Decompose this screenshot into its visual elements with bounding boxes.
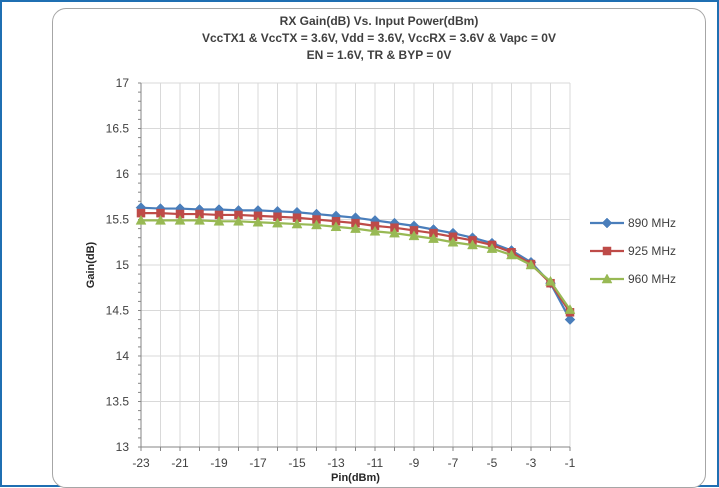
x-tick-label: -17 [249, 456, 267, 470]
chart-title: RX Gain(dB) Vs. Input Power(dBm) VccTX1 … [53, 13, 705, 64]
data-point [506, 249, 517, 260]
y-tick-label: 13.5 [106, 395, 130, 409]
y-tick-label: 13 [116, 440, 130, 454]
data-point [330, 221, 342, 232]
x-tick-label: -15 [288, 456, 306, 470]
data-point [233, 215, 244, 226]
data-point [447, 236, 459, 247]
data-point [525, 259, 537, 270]
legend-label-925: 925 MHz [628, 244, 677, 258]
legend-item-925: 925 MHz [590, 237, 700, 265]
x-tick-label: -11 [367, 456, 384, 470]
legend-label-890: 890 MHz [628, 216, 677, 230]
series-960-mhz [135, 214, 576, 314]
y-axis-title: Gain(dB) [85, 241, 97, 288]
data-point [252, 216, 264, 227]
x-axis-title: Pin(dBm) [331, 472, 380, 484]
x-tick-label: -23 [132, 456, 150, 470]
x-tick-label: -3 [526, 456, 537, 470]
grid [140, 82, 571, 448]
legend-swatch-marker [602, 246, 612, 256]
data-point [194, 214, 205, 225]
data-point [272, 217, 283, 228]
data-point [564, 314, 576, 325]
x-tick-label: -1 [565, 456, 576, 470]
data-point [350, 223, 361, 233]
x-tick-label: -19 [210, 456, 228, 470]
legend-label-960: 960 MHz [628, 272, 677, 286]
legend-item-960: 960 MHz [590, 265, 700, 293]
legend-swatch-marker [601, 217, 613, 229]
y-tick-label: 16.5 [106, 122, 130, 136]
data-point [545, 275, 556, 286]
chart-title-line-2: VccTX1 & VccTX = 3.6V, Vdd = 3.6V, VccRX… [202, 31, 556, 45]
chart-title-line-1: RX Gain(dB) Vs. Input Power(dBm) [279, 14, 479, 28]
legend-item-890: 890 MHz [590, 209, 700, 237]
y-tick-label: 15 [116, 258, 130, 272]
data-point [155, 214, 166, 225]
legend-swatch-925 [590, 246, 624, 256]
data-point [369, 225, 381, 236]
data-point [408, 230, 420, 241]
data-point [311, 219, 322, 230]
legend: 890 MHz 925 MHz 960 MHz [590, 209, 700, 293]
legend-swatch-890 [590, 217, 624, 229]
y-tick-label: 15.5 [106, 213, 130, 227]
series [135, 202, 576, 325]
y-tick-label: 17 [116, 76, 130, 90]
data-point [135, 214, 147, 225]
data-point [428, 233, 439, 243]
x-tick-label: -13 [327, 456, 345, 470]
tick-labels: -23 -21 -19 -17 -15 -13 -11 -9 -7 -5 -3 -1 13 13.5 14 1… [106, 76, 576, 470]
chart-title-line-3: EN = 1.6V, TR & BYP = 0V [306, 48, 452, 62]
data-point [389, 227, 400, 238]
data-point [291, 218, 303, 229]
data-point [467, 239, 478, 250]
legend-swatch-960 [590, 273, 624, 284]
x-tick-label: -5 [487, 456, 498, 470]
x-tick-label: -21 [171, 456, 189, 470]
data-point [564, 304, 576, 314]
data-point [174, 214, 186, 225]
axes [138, 82, 571, 451]
x-tick-label: -9 [409, 456, 420, 470]
y-tick-label: 14.5 [106, 304, 130, 318]
data-point [486, 243, 498, 253]
y-tick-label: 16 [116, 167, 130, 181]
legend-swatch-marker [601, 273, 613, 284]
x-tick-label: -7 [448, 456, 459, 470]
y-tick-label: 14 [116, 349, 130, 363]
data-point [213, 215, 225, 226]
chart-area: RX Gain(dB) Vs. Input Power(dBm) VccTX1 … [52, 8, 706, 488]
plot-svg: -23 -21 -19 -17 -15 -13 -11 -9 -7 -5 -3 -1 13 13.5 14 1… [85, 76, 576, 484]
